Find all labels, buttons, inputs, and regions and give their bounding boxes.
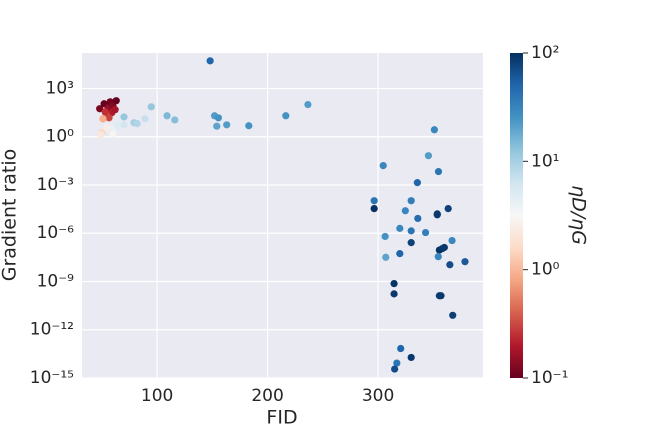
point: [393, 359, 401, 367]
x-axis-label: FID: [266, 407, 297, 429]
point: [245, 122, 253, 130]
point: [382, 253, 390, 261]
y-tick-label: 10⁰: [46, 127, 75, 147]
point: [461, 258, 469, 266]
point: [390, 279, 398, 288]
point: [214, 114, 223, 122]
point: [449, 311, 457, 319]
point: [113, 121, 121, 129]
point: [282, 112, 290, 120]
colorbar-tick-label: 10¹: [531, 151, 559, 171]
point: [448, 236, 456, 245]
point: [413, 179, 421, 187]
point: [109, 130, 117, 138]
point: [424, 152, 433, 160]
point: [120, 113, 128, 121]
point: [396, 250, 404, 258]
point: [105, 114, 113, 122]
x-tick-label: 200: [251, 386, 283, 406]
colorbar-label: ηD/ηG: [568, 185, 590, 245]
point: [171, 116, 179, 124]
point: [99, 115, 107, 123]
point: [407, 353, 415, 362]
point: [223, 121, 231, 129]
point: [97, 131, 105, 139]
point: [304, 100, 312, 109]
point: [381, 232, 389, 241]
point: [401, 207, 409, 215]
point: [96, 105, 104, 113]
point: [434, 253, 442, 261]
point: [407, 239, 415, 247]
point: [421, 228, 430, 237]
y-axis-label: Gradient ratio: [0, 149, 21, 282]
point: [141, 115, 149, 123]
point: [434, 167, 443, 176]
point: [437, 292, 445, 300]
point: [112, 97, 120, 105]
point: [397, 344, 405, 353]
x-tick-label: 300: [362, 386, 394, 406]
point: [370, 197, 378, 205]
point: [120, 121, 128, 129]
point: [370, 204, 378, 213]
point: [414, 214, 422, 223]
colorbar-tick-label: 10²: [531, 43, 559, 63]
colorbar-tick-label: 10⁻¹: [531, 368, 568, 388]
point: [430, 126, 438, 134]
point: [391, 365, 399, 373]
point: [444, 204, 452, 213]
x-tick-label: 100: [141, 386, 173, 406]
point: [390, 290, 398, 298]
y-tick-label: 10⁻¹⁵: [30, 368, 74, 388]
colorbar: [510, 53, 523, 378]
point: [213, 122, 221, 130]
point: [101, 108, 109, 116]
point: [103, 124, 111, 132]
y-tick-label: 10⁻³: [37, 175, 74, 195]
point: [396, 224, 404, 232]
point: [433, 211, 441, 219]
y-tick-label: 10³: [46, 78, 74, 98]
y-tick-label: 10⁻¹²: [30, 320, 74, 340]
point: [407, 197, 415, 205]
point: [379, 162, 387, 170]
y-tick-label: 10⁻⁶: [37, 223, 75, 243]
point: [407, 227, 415, 235]
point: [133, 120, 141, 128]
point: [446, 261, 454, 269]
point: [111, 106, 119, 114]
y-tick-label: 10⁻⁹: [37, 271, 75, 291]
point: [147, 103, 155, 111]
point: [206, 57, 214, 65]
colorbar-tick-label: 10⁰: [531, 260, 560, 280]
point: [163, 112, 171, 120]
point: [440, 243, 448, 252]
